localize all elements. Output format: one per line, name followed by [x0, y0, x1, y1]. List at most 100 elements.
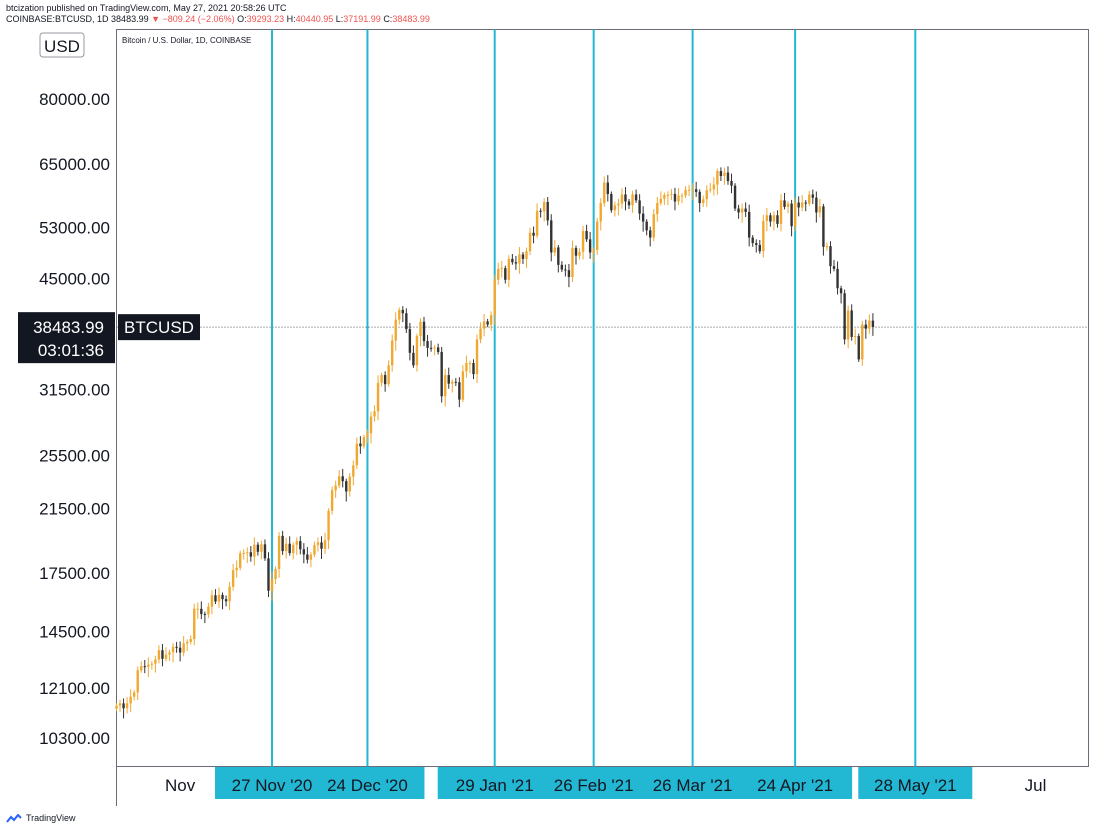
candle-body	[716, 171, 719, 185]
chart-title: Bitcoin / U.S. Dollar, 1D, COINBASE	[122, 36, 251, 45]
marker-date-box	[738, 767, 853, 799]
last-value: 38483.99	[111, 14, 149, 24]
candle-body	[461, 371, 465, 400]
candle-body	[624, 194, 627, 202]
marker-date-box	[536, 767, 651, 799]
candle-body	[125, 703, 129, 709]
candle-body	[115, 705, 118, 709]
candle-body	[751, 237, 754, 244]
y-tick-label: 25500.00	[39, 446, 110, 465]
candle-body	[581, 230, 585, 252]
marker-date-box	[858, 767, 973, 799]
candle-body	[412, 352, 415, 366]
y-tick-label: 21500.00	[39, 500, 110, 519]
tradingview-label: TradingView	[26, 813, 76, 823]
currency-badge[interactable]: USD	[39, 32, 85, 58]
candle-body	[709, 189, 712, 191]
candle-body	[306, 554, 309, 560]
candles	[115, 166, 875, 719]
candle-body	[320, 542, 323, 549]
candle-body	[154, 659, 157, 664]
candle-body	[228, 586, 231, 602]
candle-body	[231, 570, 235, 587]
candle-body	[405, 313, 408, 330]
candle-body	[394, 319, 397, 341]
marker-date-label: 27 Nov '20	[232, 776, 313, 795]
candle-body	[468, 363, 472, 365]
candle-body	[832, 266, 836, 269]
candle-body	[673, 193, 677, 202]
candle-body	[871, 320, 875, 328]
candle-body	[157, 650, 161, 660]
candle-body	[677, 195, 680, 202]
candle-body	[164, 654, 168, 659]
candle-body	[302, 549, 306, 555]
candle-body	[521, 254, 525, 259]
high-label: H:	[286, 14, 296, 24]
candle-body	[539, 210, 542, 212]
candle-body	[253, 544, 256, 557]
candle-body	[758, 244, 761, 252]
x-axis: Nov Jul 27 Nov '20 24 Dec '20 29 Jan '21 26 F…	[165, 767, 1046, 799]
candle-body	[419, 321, 422, 337]
candle-body	[256, 544, 260, 552]
candle-body	[603, 182, 606, 204]
marker-date-box	[437, 767, 552, 799]
candle-body	[811, 194, 815, 198]
candle-body	[783, 200, 786, 207]
y-tick-label: 53000.00	[39, 218, 110, 237]
candle-body	[316, 542, 320, 546]
candle-body	[274, 568, 277, 580]
open-label: O:	[237, 14, 247, 24]
candle-body	[698, 191, 701, 204]
marker-date-label: 26 Feb '21	[554, 776, 634, 795]
candle-body	[475, 339, 479, 375]
candle-body	[818, 206, 822, 213]
candle-body	[507, 258, 511, 280]
candle-body	[829, 246, 832, 267]
candle-body	[861, 324, 864, 360]
currency-box	[39, 32, 85, 58]
candle-body	[185, 641, 189, 644]
candle-body	[288, 543, 291, 554]
candle-body	[426, 341, 429, 348]
candle-body	[687, 189, 691, 191]
symbol-tag-label: BTCUSD	[124, 318, 194, 337]
y-tick-label: 14500.00	[39, 622, 110, 641]
currency-label: USD	[44, 37, 80, 56]
candle-body	[857, 336, 860, 360]
candle-body	[730, 181, 733, 186]
candle-body	[175, 646, 178, 648]
plot-frame	[116, 29, 1089, 767]
candle-body	[408, 329, 412, 353]
candle-body	[284, 543, 288, 552]
candle-body	[263, 544, 267, 559]
candle-body	[663, 195, 666, 199]
candle-body	[334, 485, 337, 491]
candle-body	[465, 363, 468, 372]
publish-info: btcization published on TradingView.com,…	[6, 3, 287, 13]
candle-body	[235, 567, 238, 571]
candle-body	[451, 381, 454, 384]
candle-body	[786, 203, 790, 207]
candle-body	[207, 606, 210, 615]
candle-body	[203, 614, 207, 616]
marker-date-label: 24 Dec '20	[327, 776, 408, 795]
candle-body	[776, 215, 779, 224]
candle-body	[560, 264, 564, 270]
candle-body	[380, 375, 383, 383]
candle-body	[239, 553, 242, 568]
marker-date-box	[215, 767, 330, 799]
candle-body	[122, 703, 125, 709]
candle-body	[532, 232, 535, 236]
candle-body	[147, 664, 150, 667]
change-down-icon: ▼	[148, 14, 163, 24]
candle-body	[366, 433, 369, 438]
candle-body	[118, 703, 122, 706]
candle-body	[224, 599, 228, 602]
y-tick-label: 10300.00	[39, 729, 110, 748]
candle-body	[482, 321, 486, 329]
candle-body	[221, 594, 224, 600]
candle-body	[373, 411, 376, 417]
